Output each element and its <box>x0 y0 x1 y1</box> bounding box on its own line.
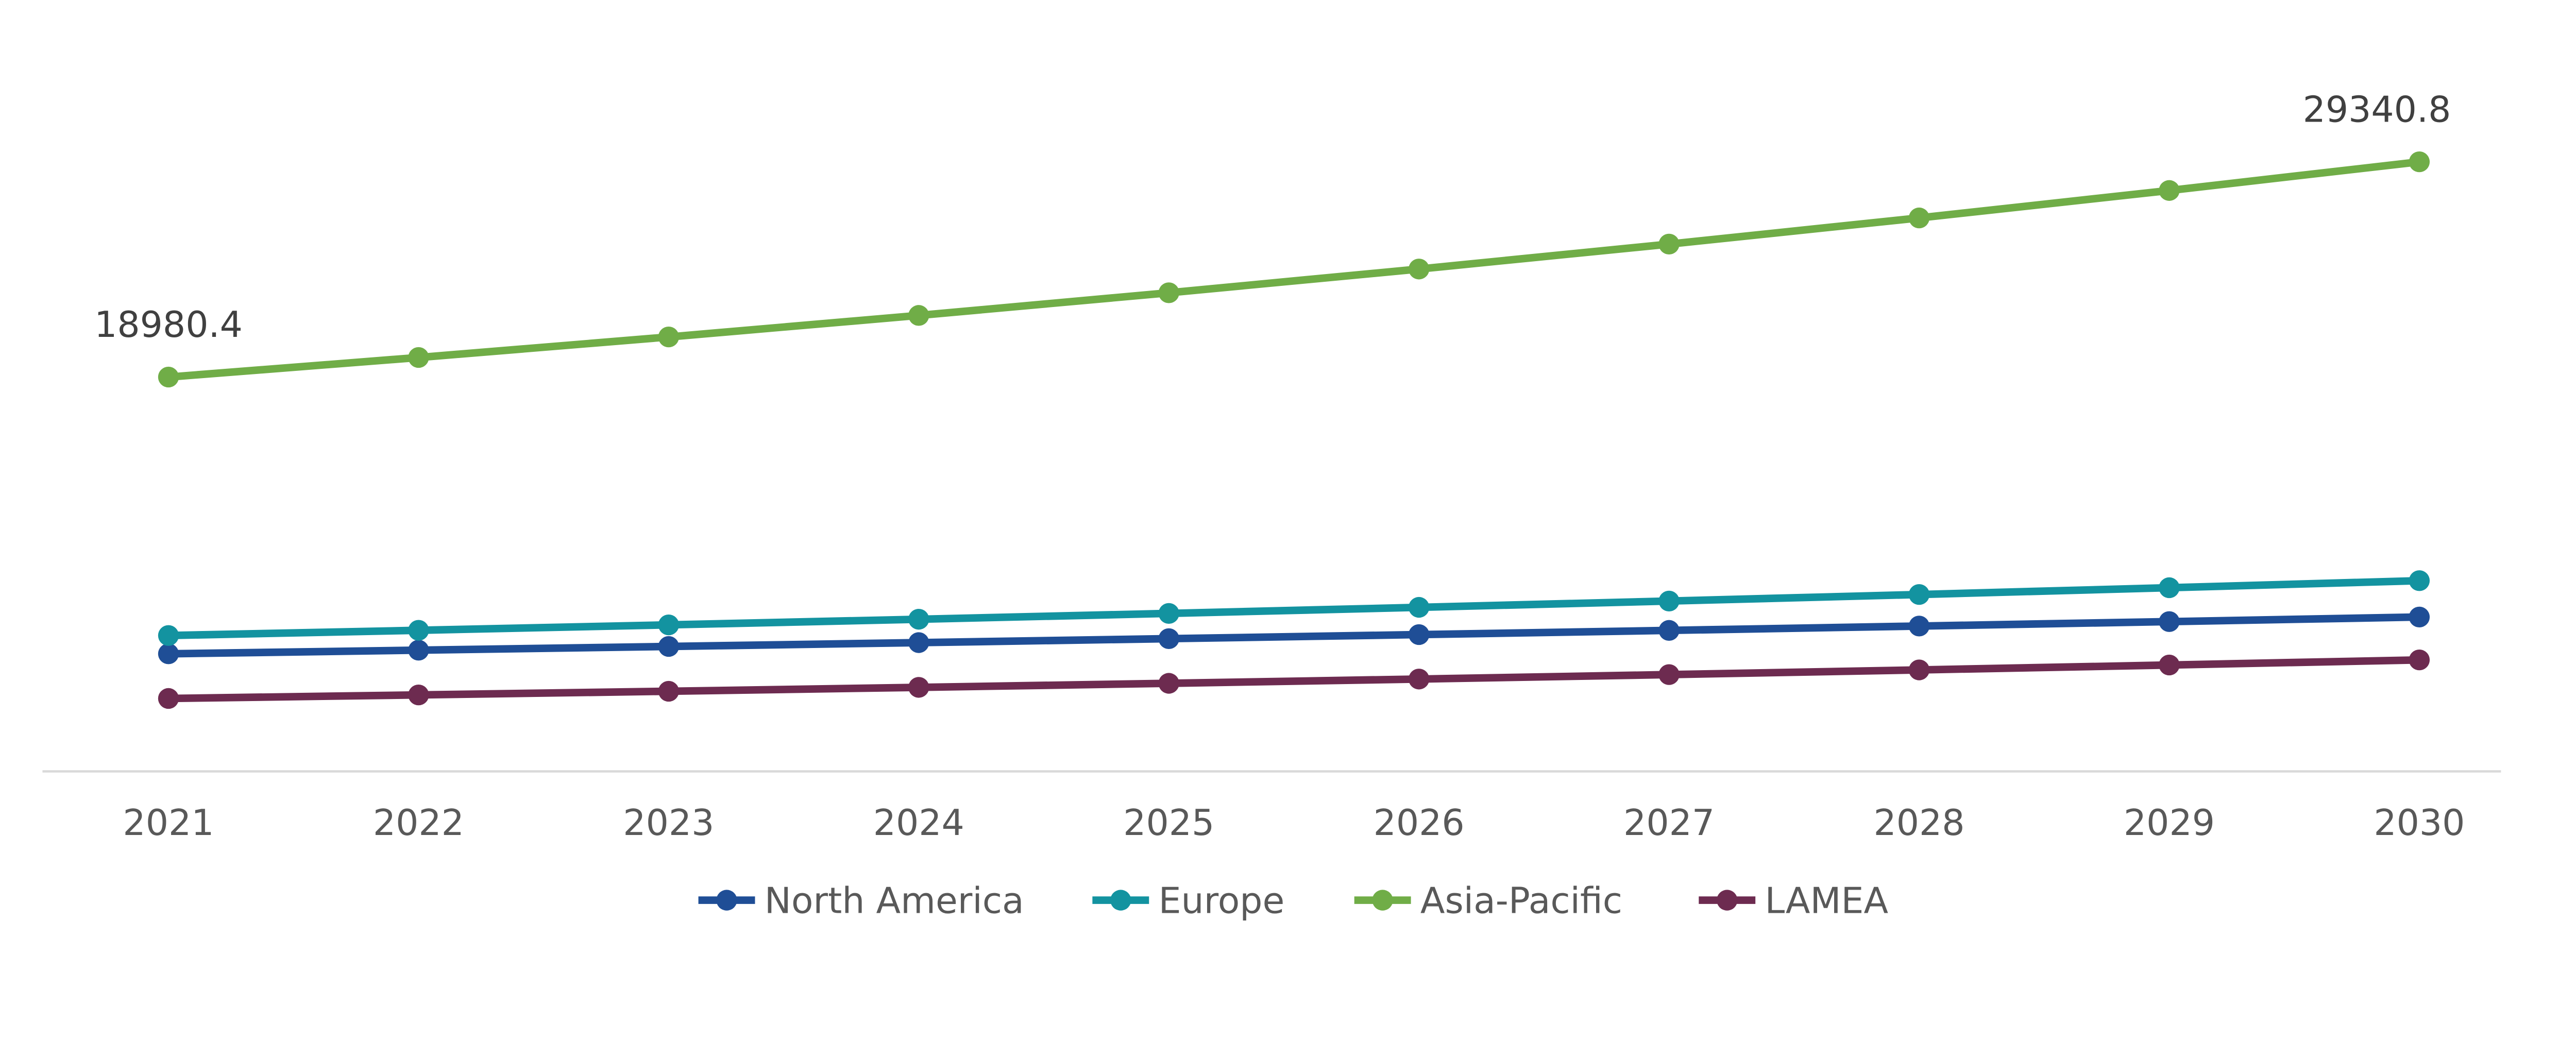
series-line <box>168 158 2420 381</box>
x-tick-label: 2030 <box>2374 802 2465 844</box>
legend-marker-icon <box>1717 890 1738 911</box>
data-point <box>2159 654 2180 676</box>
data-point <box>1409 596 1430 618</box>
data-point <box>908 677 929 698</box>
data-label: 29340.8 <box>2303 89 2451 130</box>
legend-item[interactable]: LAMEA <box>1699 880 1889 922</box>
legend-marker-icon <box>1372 890 1393 911</box>
x-tick-label: 2025 <box>1123 802 1214 844</box>
data-point <box>2159 180 2180 201</box>
data-point <box>408 640 429 661</box>
data-point <box>158 643 179 664</box>
data-point <box>658 680 680 702</box>
data-point <box>2159 611 2180 632</box>
series-line <box>168 656 2420 703</box>
data-point <box>1658 664 1680 685</box>
series-line <box>168 576 2420 640</box>
x-tick-label: 2027 <box>1623 802 1715 844</box>
legend-label: North America <box>765 880 1024 922</box>
data-point <box>1908 659 1930 680</box>
data-point <box>1908 616 1930 637</box>
data-point <box>158 625 179 646</box>
data-point <box>1658 233 1680 255</box>
legend-item[interactable]: Asia-Pacific <box>1354 880 1622 922</box>
series-europe <box>158 570 2430 646</box>
legend-marker-icon <box>1110 890 1131 911</box>
data-point <box>1658 620 1680 641</box>
data-point <box>408 347 429 368</box>
data-point <box>658 614 680 636</box>
data-label: 18980.4 <box>94 304 243 346</box>
series-line <box>168 613 2420 658</box>
data-point <box>1409 259 1430 280</box>
data-point <box>1158 628 1179 650</box>
x-tick-label: 2029 <box>2124 802 2215 844</box>
data-point <box>2159 577 2180 599</box>
data-point <box>2409 570 2430 591</box>
x-tick-label: 2021 <box>123 802 214 844</box>
data-point <box>1158 603 1179 624</box>
data-point <box>2409 151 2430 173</box>
legend-label: Asia-Pacific <box>1420 880 1622 922</box>
legend: North America Europe Asia-Pacific LAMEA <box>698 880 1889 922</box>
data-point <box>1908 207 1930 229</box>
data-point <box>658 636 680 657</box>
x-tick-label: 2028 <box>1873 802 1964 844</box>
data-point <box>158 366 179 388</box>
data-point <box>1658 590 1680 611</box>
x-tick-label: 2022 <box>373 802 464 844</box>
data-point <box>408 620 429 641</box>
x-tick-label: 2026 <box>1374 802 1465 844</box>
data-labels: 18980.4 29340.8 <box>94 89 2451 346</box>
data-point <box>2409 649 2430 671</box>
data-point <box>158 688 179 709</box>
data-point <box>1158 673 1179 694</box>
legend-item[interactable]: North America <box>698 880 1024 922</box>
series-north-america <box>158 606 2430 664</box>
series-asia-pacific <box>158 151 2430 388</box>
legend-label: LAMEA <box>1765 880 1889 922</box>
legend-marker-icon <box>716 890 737 911</box>
series-lamea <box>158 649 2430 709</box>
data-point <box>2409 606 2430 628</box>
x-axis-ticks: 2021 2022 2023 2024 2025 2026 2027 2028 2029 2030 <box>123 802 2465 844</box>
data-point <box>408 684 429 706</box>
line-chart: 2021 2022 2023 2024 2025 2026 2027 2028 2029 2030… <box>42 89 2501 922</box>
data-point <box>1409 669 1430 690</box>
data-point <box>908 632 929 653</box>
data-point <box>1158 282 1179 303</box>
data-point <box>908 305 929 326</box>
x-tick-label: 2023 <box>623 802 714 844</box>
data-point <box>1908 584 1930 605</box>
data-point <box>658 326 680 348</box>
data-point <box>908 609 929 630</box>
legend-item[interactable]: Europe <box>1092 880 1284 922</box>
plot-area <box>158 151 2430 709</box>
x-tick-label: 2024 <box>873 802 964 844</box>
legend-label: Europe <box>1159 880 1285 922</box>
data-point <box>1409 624 1430 645</box>
